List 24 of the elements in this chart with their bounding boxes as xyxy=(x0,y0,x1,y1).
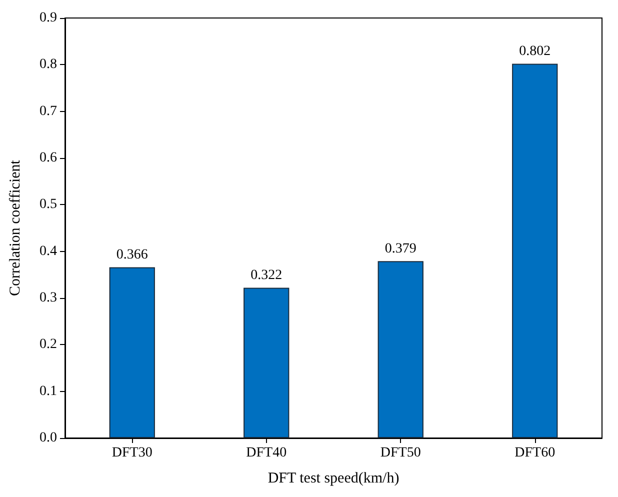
data-label: 0.379 xyxy=(384,242,416,257)
data-label: 0.322 xyxy=(250,268,282,284)
y-tick-label: 0.6 xyxy=(40,150,57,166)
y-tick-label: 0.5 xyxy=(40,197,57,212)
y-tick-label: 0.1 xyxy=(40,384,57,399)
x-tick-label: DFT50 xyxy=(380,446,421,460)
y-axis-title: Correlation coefficient xyxy=(8,159,24,296)
bar xyxy=(378,261,424,438)
y-tick-label: 0.8 xyxy=(40,57,57,72)
data-label: 0.802 xyxy=(519,44,551,60)
y-tick-label: 0.3 xyxy=(40,290,57,306)
bar xyxy=(109,267,155,438)
data-label: 0.366 xyxy=(116,248,148,263)
y-tick-label: 0.4 xyxy=(40,244,57,259)
x-tick-label: DFT40 xyxy=(246,446,287,460)
y-tick-label: 0.9 xyxy=(40,10,57,26)
bar xyxy=(244,288,290,438)
y-tick-label: 0.0 xyxy=(40,430,57,446)
bar xyxy=(512,64,558,438)
x-axis-title: DFT test speed(km/h) xyxy=(268,470,400,486)
x-tick-label: DFT30 xyxy=(112,446,152,460)
y-tick-label: 0.2 xyxy=(40,337,57,352)
y-tick-label: 0.7 xyxy=(40,104,57,119)
x-tick-label: DFT60 xyxy=(514,446,556,460)
